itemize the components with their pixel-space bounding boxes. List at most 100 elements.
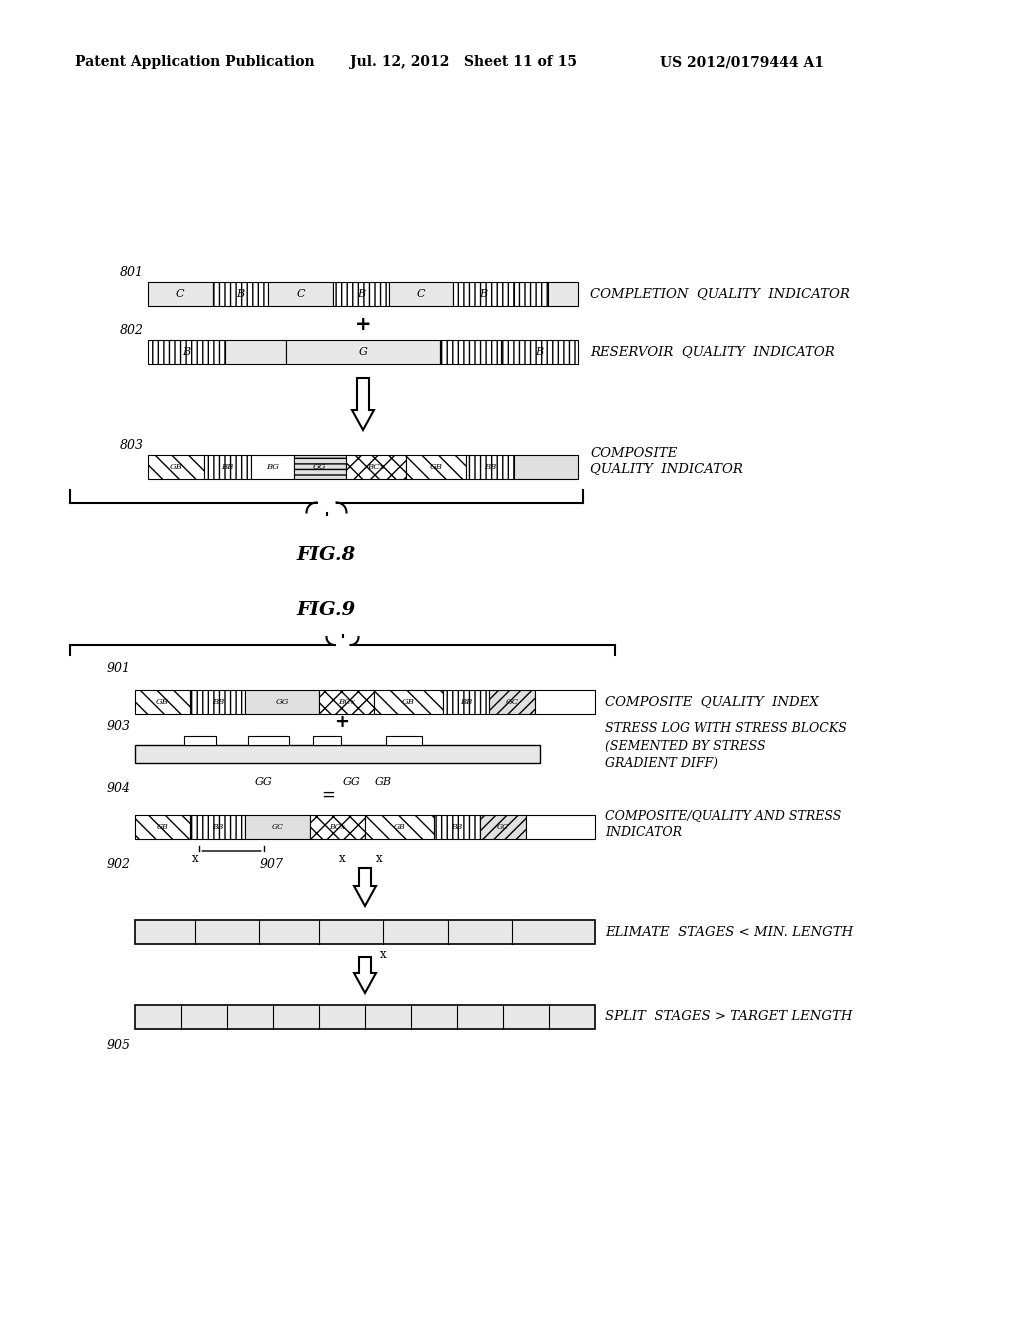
Bar	[286, 341, 440, 364]
Text: GG: GG	[255, 777, 272, 787]
Bar	[246, 690, 319, 714]
Bar	[454, 282, 513, 306]
Polygon shape	[354, 869, 376, 906]
Text: B: B	[479, 289, 487, 300]
Text: GB: GB	[430, 463, 442, 471]
Text: STRESS LOG WITH STRESS BLOCKS
(SEMENTED BY STRESS
GRADIENT DIFF): STRESS LOG WITH STRESS BLOCKS (SEMENTED …	[605, 722, 847, 770]
Bar	[489, 690, 536, 714]
Text: B: B	[356, 289, 365, 300]
Bar	[319, 690, 374, 714]
Text: COMPOSITE
QUALITY  INDICATOR: COMPOSITE QUALITY INDICATOR	[590, 447, 742, 475]
Text: x: x	[376, 853, 382, 866]
Text: GC: GC	[506, 698, 519, 706]
Text: BCx: BCx	[368, 463, 385, 471]
Bar	[548, 282, 578, 306]
Text: COMPLETION  QUALITY  INDICATOR: COMPLETION QUALITY INDICATOR	[590, 288, 850, 301]
Text: GG: GG	[275, 698, 289, 706]
Text: US 2012/0179444 A1: US 2012/0179444 A1	[660, 55, 824, 69]
Bar	[434, 814, 480, 840]
Text: C: C	[176, 289, 184, 300]
Text: B: B	[237, 289, 245, 300]
Bar	[406, 455, 466, 479]
Text: 902: 902	[106, 858, 131, 871]
Bar	[251, 455, 294, 479]
Text: GB: GB	[157, 822, 169, 832]
Text: BG: BG	[266, 463, 280, 471]
Bar	[501, 341, 578, 364]
Text: BB: BB	[483, 463, 496, 471]
Bar	[190, 690, 246, 714]
Text: 905: 905	[106, 1039, 131, 1052]
Bar	[389, 282, 454, 306]
Text: B: B	[182, 347, 190, 356]
Bar	[310, 814, 365, 840]
Text: BB: BB	[221, 463, 233, 471]
Bar	[346, 455, 406, 479]
Text: x: x	[339, 853, 345, 866]
Text: G: G	[358, 347, 368, 356]
Bar	[135, 1005, 595, 1030]
Bar	[246, 814, 310, 840]
Text: GC: GC	[497, 822, 509, 832]
Bar	[313, 737, 341, 744]
Text: GB: GB	[157, 698, 169, 706]
Bar	[333, 282, 389, 306]
Text: FIG.8: FIG.8	[297, 546, 356, 564]
Text: 802: 802	[120, 323, 144, 337]
Text: SPLIT  STAGES > TARGET LENGTH: SPLIT STAGES > TARGET LENGTH	[605, 1011, 852, 1023]
Text: Patent Application Publication: Patent Application Publication	[75, 55, 314, 69]
Text: BB: BB	[452, 822, 463, 832]
Polygon shape	[354, 957, 376, 993]
Bar	[249, 737, 289, 744]
Text: 803: 803	[120, 440, 144, 451]
Bar	[466, 455, 513, 479]
Text: COMPOSITE/QUALITY AND STRESS
INDICATOR: COMPOSITE/QUALITY AND STRESS INDICATOR	[605, 809, 842, 840]
Bar	[225, 341, 286, 364]
Text: 901: 901	[106, 663, 131, 675]
Text: +: +	[354, 314, 372, 334]
Bar	[135, 690, 190, 714]
Bar	[268, 282, 333, 306]
Text: COMPOSITE  QUALITY  INDEX: COMPOSITE QUALITY INDEX	[605, 696, 818, 709]
Bar	[135, 814, 190, 840]
Bar	[536, 690, 595, 714]
Text: C: C	[296, 289, 305, 300]
Text: GB: GB	[393, 822, 406, 832]
Bar	[374, 690, 443, 714]
Bar	[148, 341, 225, 364]
Bar	[440, 341, 501, 364]
Text: 904: 904	[106, 781, 131, 795]
Text: BCx: BCx	[330, 822, 345, 832]
Bar	[183, 737, 216, 744]
Polygon shape	[352, 378, 374, 430]
Bar	[386, 737, 423, 744]
Text: RESERVOIR  QUALITY  INDICATOR: RESERVOIR QUALITY INDICATOR	[590, 346, 835, 359]
Text: BB: BB	[212, 822, 223, 832]
Bar	[294, 455, 346, 479]
Text: B: B	[536, 347, 544, 356]
Text: GB: GB	[375, 777, 392, 787]
Text: FIG.9: FIG.9	[297, 601, 356, 619]
Text: x: x	[193, 853, 199, 866]
Text: 903: 903	[106, 721, 131, 734]
Bar	[365, 814, 434, 840]
Text: GG: GG	[342, 777, 360, 787]
Text: BCx: BCx	[338, 698, 355, 706]
Bar	[480, 814, 526, 840]
Text: 801: 801	[120, 267, 144, 279]
Text: x: x	[380, 948, 387, 961]
Bar	[148, 455, 204, 479]
Text: C: C	[417, 289, 425, 300]
Bar	[204, 455, 251, 479]
Text: 907: 907	[259, 858, 284, 871]
Text: Jul. 12, 2012   Sheet 11 of 15: Jul. 12, 2012 Sheet 11 of 15	[350, 55, 577, 69]
Bar	[443, 690, 489, 714]
Text: GG: GG	[313, 463, 327, 471]
Bar	[513, 282, 548, 306]
Text: GB: GB	[170, 463, 182, 471]
Bar	[148, 282, 213, 306]
Text: BB: BB	[460, 698, 472, 706]
Bar	[513, 455, 578, 479]
Text: GB: GB	[402, 698, 415, 706]
Bar	[526, 814, 595, 840]
